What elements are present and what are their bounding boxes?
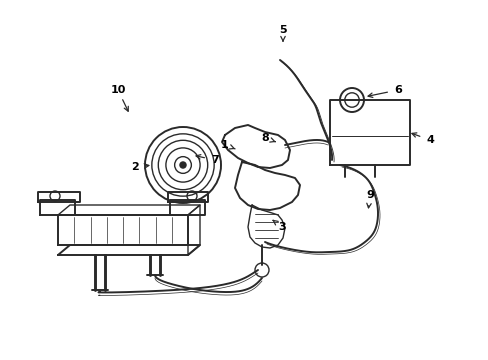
Text: 1: 1 [221,140,228,150]
Text: 9: 9 [366,190,373,200]
Text: 3: 3 [278,222,285,232]
Circle shape [180,162,185,168]
Text: 10: 10 [110,85,125,95]
Text: 6: 6 [393,85,401,95]
Text: 7: 7 [211,155,219,165]
Text: 2: 2 [131,162,139,172]
Text: 4: 4 [425,135,433,145]
Text: 8: 8 [261,133,268,143]
Text: 5: 5 [279,25,286,35]
